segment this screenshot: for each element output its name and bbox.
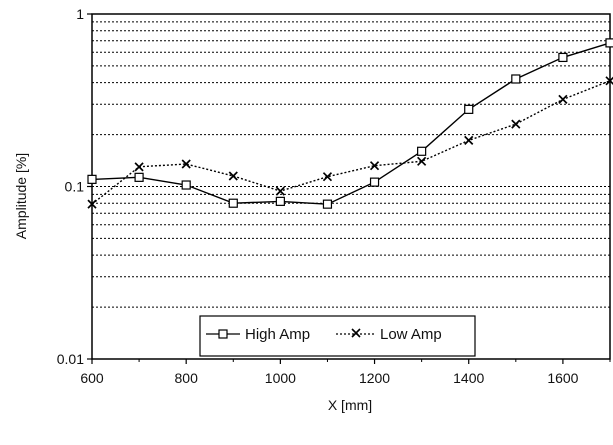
legend-label-low-amp: Low Amp [380,326,442,343]
series-high-amp [87,38,613,209]
series-line [91,80,611,205]
data-point [605,38,613,48]
data-point [322,172,333,182]
data-point [464,135,474,146]
data-point [511,74,521,84]
y-tick-label: 0.01 [57,351,84,367]
legend: High Amp Low Amp [199,315,476,357]
data-point [464,104,474,114]
series-layer [87,38,613,209]
data-point [558,52,568,63]
data-point [181,159,191,169]
y-tick-label: 1 [76,6,84,22]
x-tick-label: 600 [80,370,104,386]
y-axis-label: Amplitude [%] [13,153,29,239]
data-point [369,177,380,187]
data-point [275,196,285,206]
data-point [369,161,380,171]
data-point [511,119,521,129]
x-tick-label: 1600 [547,370,578,386]
data-point [87,199,97,209]
data-point [228,198,238,208]
x-axis-label: X [mm] [328,397,372,413]
data-point [417,146,427,156]
legend-marker-high-amp [218,329,228,339]
data-point [558,94,568,104]
data-point [87,174,97,184]
x-tick-label: 1400 [453,370,484,386]
data-point [322,199,333,209]
x-tick-label: 1200 [359,370,390,386]
x-tick-label: 800 [175,370,199,386]
series-line [91,42,611,205]
data-point [134,172,144,182]
legend-marker-low-amp [351,328,361,338]
data-point [275,186,285,196]
data-point [181,180,191,190]
x-axis: 600 800 1000 1200 1400 1600 [80,359,611,386]
data-point [228,171,238,181]
data-point [134,162,144,172]
x-tick-label: 1000 [265,370,296,386]
legend-label-high-amp: High Amp [245,326,310,343]
legend-box [199,315,476,357]
data-point [417,156,427,166]
y-axis: 0.01 0.1 1 [57,6,92,367]
y-tick-label: 0.1 [65,179,85,195]
